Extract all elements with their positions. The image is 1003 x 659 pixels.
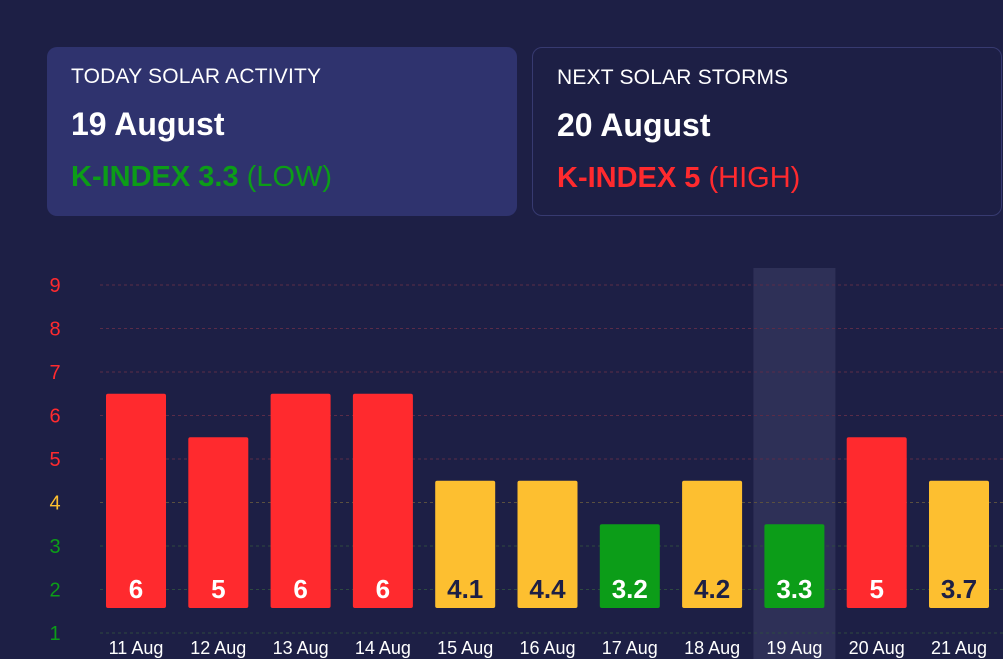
bar-value-label: 5 xyxy=(211,574,225,604)
next-card-date: 20 August xyxy=(557,107,711,143)
y-tick-label: 9 xyxy=(49,275,60,297)
bar-value-label: 6 xyxy=(376,574,390,604)
today-activity-card: TODAY SOLAR ACTIVITY 19 August K-INDEX 3… xyxy=(47,47,517,216)
y-tick-label: 1 xyxy=(49,623,60,645)
bar xyxy=(435,480,496,608)
y-tick-label: 6 xyxy=(49,406,60,428)
bar-value-label: 4.1 xyxy=(447,574,483,604)
today-card-date: 19 August xyxy=(71,106,225,142)
bar-value-label: 3.7 xyxy=(941,574,977,604)
bar xyxy=(682,480,743,608)
x-category-label: 16 Aug xyxy=(519,638,575,658)
bar xyxy=(929,480,989,608)
y-tick-label: 7 xyxy=(49,362,60,384)
bar-value-label: 3.3 xyxy=(776,574,812,604)
bar xyxy=(846,437,907,608)
x-category-label: 13 Aug xyxy=(273,638,329,658)
x-category-label: 11 Aug xyxy=(109,638,164,658)
y-tick-label: 3 xyxy=(49,536,60,558)
today-card-label: TODAY SOLAR ACTIVITY xyxy=(71,65,322,88)
next-storms-card: NEXT SOLAR STORMS 20 August K-INDEX 5 (H… xyxy=(532,47,1002,216)
x-category-label: 15 Aug xyxy=(437,638,493,658)
y-tick-label: 2 xyxy=(49,580,60,602)
today-k-index-line: K-INDEX 3.3 (LOW) xyxy=(71,161,493,194)
next-k-index-level: (HIGH) xyxy=(700,162,801,194)
x-category-label: 21 Aug xyxy=(931,638,987,658)
bar xyxy=(106,393,166,608)
y-tick-label: 5 xyxy=(49,449,60,471)
bar-value-label: 6 xyxy=(293,574,307,604)
today-k-index-value: K-INDEX 3.3 xyxy=(71,161,239,193)
next-k-index-line: K-INDEX 5 (HIGH) xyxy=(557,162,977,195)
today-k-index-level: (LOW) xyxy=(238,161,333,193)
y-tick-label: 8 xyxy=(49,319,60,341)
bar-value-label: 5 xyxy=(869,574,883,604)
next-card-label: NEXT SOLAR STORMS xyxy=(557,66,789,89)
bar-value-label: 4.4 xyxy=(529,574,566,604)
bar xyxy=(517,480,578,608)
bar xyxy=(352,393,413,608)
x-category-label: 19 Aug xyxy=(766,638,822,658)
bar xyxy=(764,524,825,608)
x-category-label: 12 Aug xyxy=(190,638,246,658)
x-category-label: 20 Aug xyxy=(849,638,905,658)
bar-value-label: 3.2 xyxy=(612,574,648,604)
x-category-label: 14 Aug xyxy=(355,638,411,658)
x-category-label: 18 Aug xyxy=(684,638,740,658)
bar xyxy=(270,393,331,608)
bar-value-label: 4.2 xyxy=(694,574,730,604)
x-category-label: 17 Aug xyxy=(602,638,658,658)
bar xyxy=(599,524,660,608)
y-tick-label: 4 xyxy=(49,493,60,515)
bar-value-label: 6 xyxy=(129,574,143,604)
bar xyxy=(188,437,249,608)
next-k-index-value: K-INDEX 5 xyxy=(557,162,701,194)
